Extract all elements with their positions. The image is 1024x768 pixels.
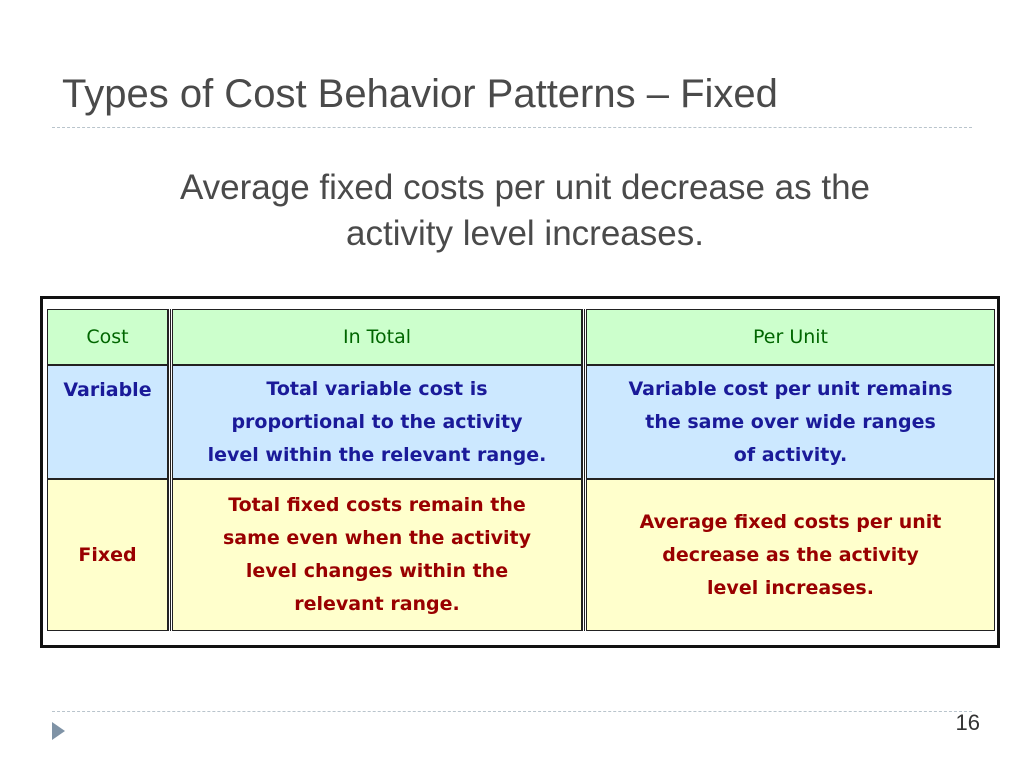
- text-line: of activity.: [733, 443, 848, 466]
- column-divider: [582, 309, 585, 631]
- header-in-total: In Total: [172, 309, 582, 365]
- text-line: Average fixed costs per unit: [639, 510, 942, 533]
- slide-title: Types of Cost Behavior Patterns – Fixed: [62, 72, 778, 116]
- subtitle-line: activity level increases.: [346, 214, 704, 253]
- slide-subtitle: Average fixed costs per unit decrease as…: [90, 165, 960, 257]
- text-line: level within the relevant range.: [207, 443, 547, 466]
- text-line: level changes within the: [245, 560, 509, 582]
- text-line: Variable cost per unit remains: [628, 377, 953, 400]
- variable-in-total: Total variable cost is proportional to t…: [172, 365, 582, 479]
- text-line: relevant range.: [294, 593, 460, 615]
- fixed-in-total: Total fixed costs remain the same even w…: [172, 479, 582, 631]
- text-line: same even when the activity: [223, 527, 531, 549]
- row-label-fixed: Fixed: [47, 479, 168, 631]
- text-line: level increases.: [707, 576, 874, 599]
- variable-per-unit: Variable cost per unit remains the same …: [586, 365, 995, 479]
- text-line: Total variable cost is: [266, 377, 488, 400]
- text-line: the same over wide ranges: [645, 410, 936, 433]
- column-divider: [168, 309, 171, 631]
- header-cost: Cost: [47, 309, 168, 365]
- text-line: proportional to the activity: [231, 410, 523, 433]
- title-divider: [52, 127, 972, 128]
- triangle-bullet-icon: [52, 722, 65, 740]
- page-number: 16: [955, 710, 980, 735]
- footer-divider: [52, 711, 972, 712]
- text-line: decrease as the activity: [662, 543, 919, 566]
- fixed-per-unit: Average fixed costs per unit decrease as…: [586, 479, 995, 631]
- text-line: Total fixed costs remain the: [228, 494, 526, 516]
- subtitle-line: Average fixed costs per unit decrease as…: [179, 168, 871, 207]
- row-label-variable: Variable: [47, 365, 168, 479]
- header-per-unit: Per Unit: [586, 309, 995, 365]
- cost-behavior-table: Cost In Total Per Unit Variable Total va…: [40, 296, 1000, 648]
